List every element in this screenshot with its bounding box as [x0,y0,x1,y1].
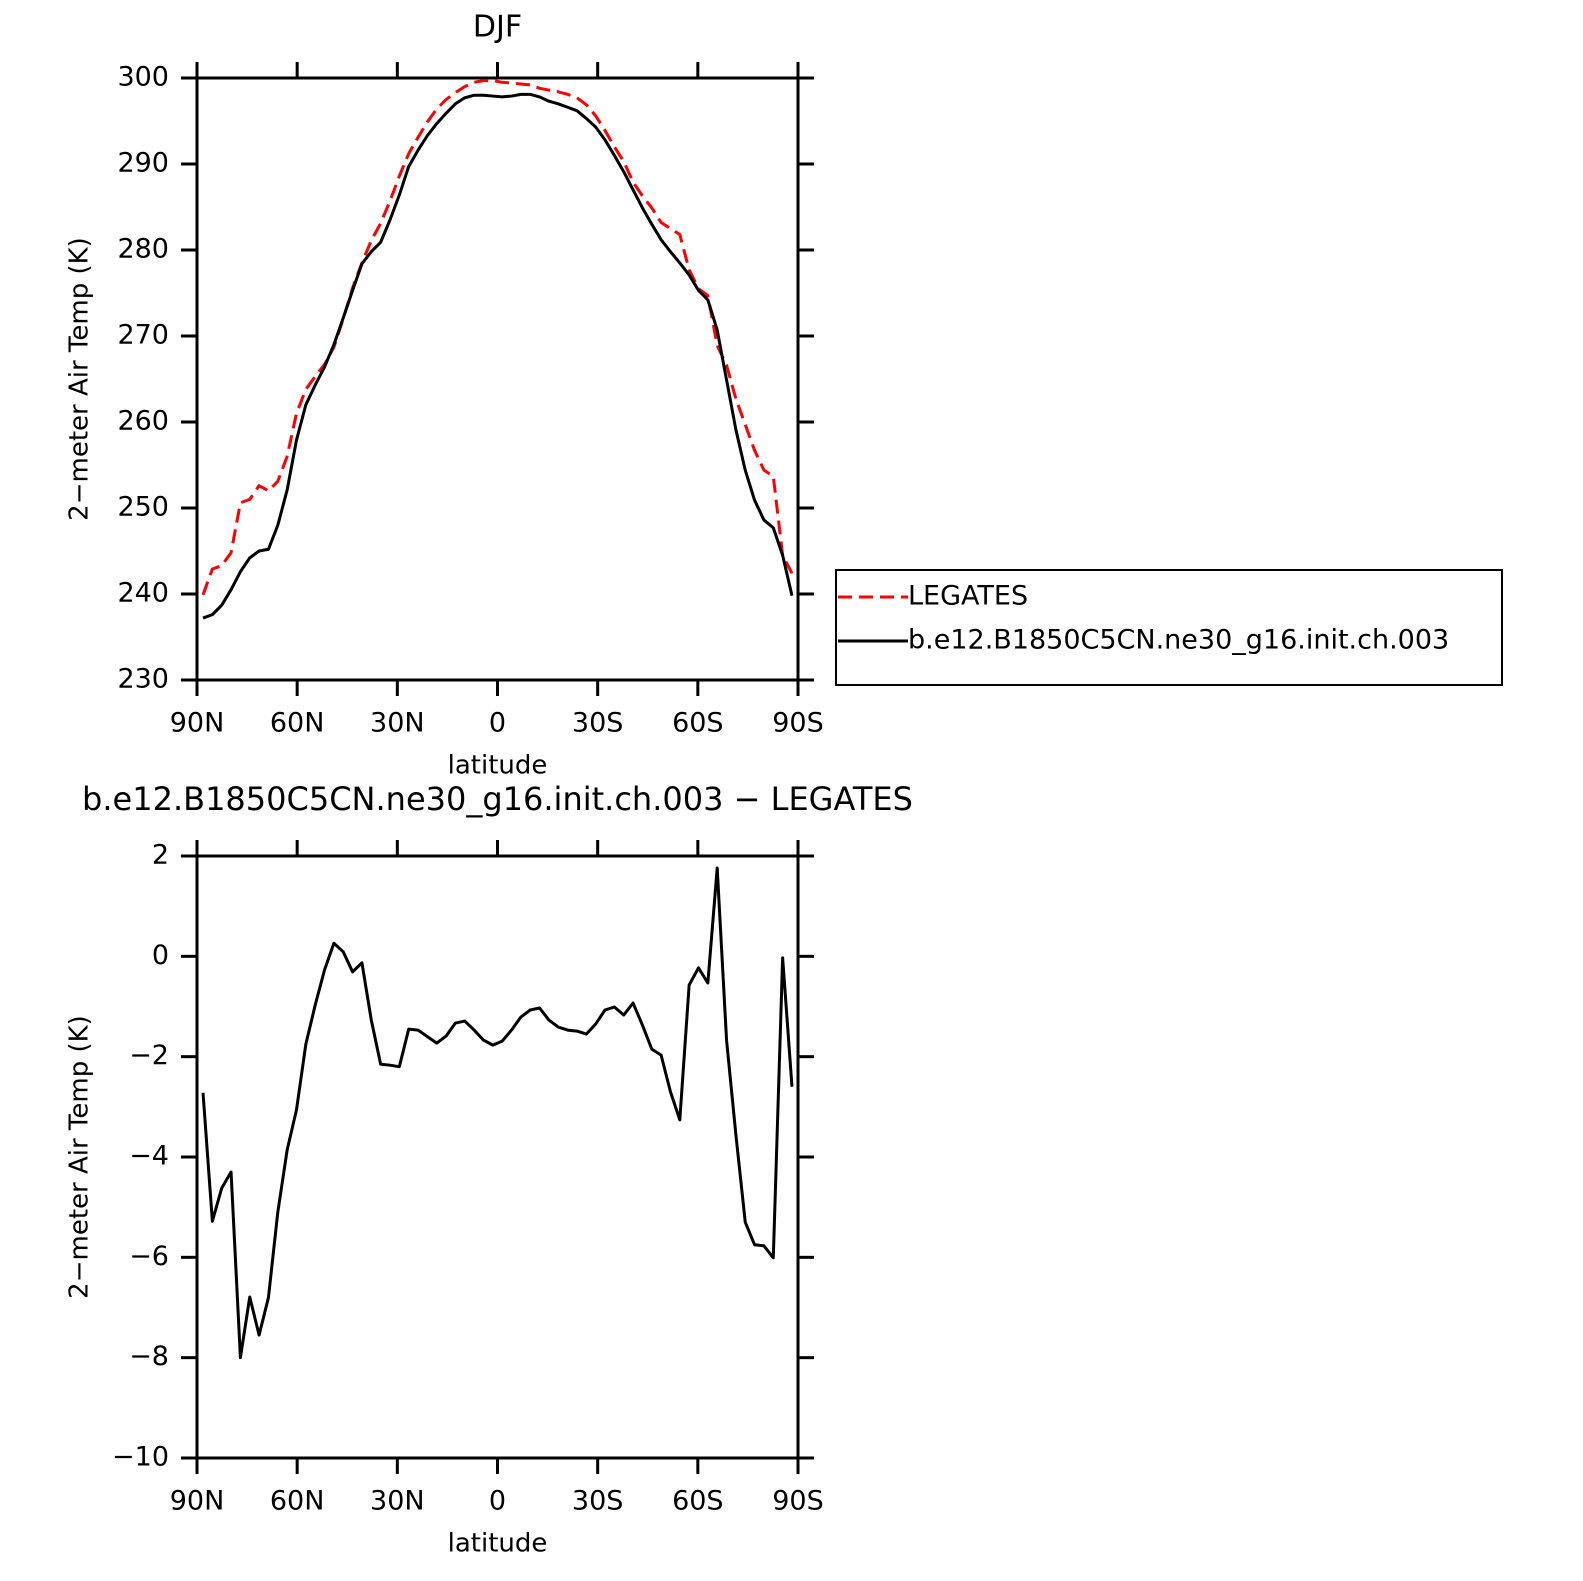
y-tick-label: 290 [117,148,169,179]
x-tick-label: 0 [489,1486,506,1517]
y-tick-label: 280 [117,234,169,265]
x-tick-label: 30N [370,1486,425,1517]
y-tick-label: 230 [117,664,169,695]
chart-title: b.e12.B1850C5CN.ne30_g16.init.ch.003 − L… [82,780,913,818]
y-tick-label: −6 [129,1241,169,1272]
y-tick-label: 240 [117,578,169,609]
x-tick-label: 60N [270,708,325,739]
x-tick-label: 90S [772,708,824,739]
legend-label: b.e12.B1850C5CN.ne30_g16.init.ch.003 [908,625,1449,656]
data-line [202,92,794,620]
data-line [201,79,794,596]
y-tick-label: −4 [129,1141,169,1172]
x-tick-label: 90N [170,708,225,739]
x-tick-label: 60S [672,708,724,739]
x-tick-label: 90S [772,1486,824,1517]
y-tick-label: 2 [152,840,169,871]
x-tick-label: 0 [489,708,506,739]
plot-frame [195,76,800,682]
x-tick-label: 60S [672,1486,724,1517]
y-tick-label: 270 [117,320,169,351]
y-tick-label: −8 [129,1341,169,1372]
y-tick-label: 260 [117,406,169,437]
legend-box [835,569,1503,686]
y-tick-label: −2 [129,1040,169,1071]
y-tick-label: 250 [117,492,169,523]
x-axis-label: latitude [448,1529,548,1559]
y-tick-label: 300 [117,62,169,93]
x-tick-label: 90N [170,1486,225,1517]
x-tick-label: 30S [572,708,624,739]
data-line [201,866,794,1360]
chart-title: DJF [473,10,522,45]
legend-label: LEGATES [908,581,1028,612]
x-tick-label: 30N [370,708,425,739]
y-axis-label: 2−meter Air Temp (K) [65,1015,95,1299]
y-tick-label: 0 [152,940,169,971]
x-tick-label: 60N [270,1486,325,1517]
x-axis-label: latitude [448,751,548,781]
y-axis-label: 2−meter Air Temp (K) [65,237,95,521]
x-tick-label: 30S [572,1486,624,1517]
y-tick-label: −10 [112,1442,169,1473]
